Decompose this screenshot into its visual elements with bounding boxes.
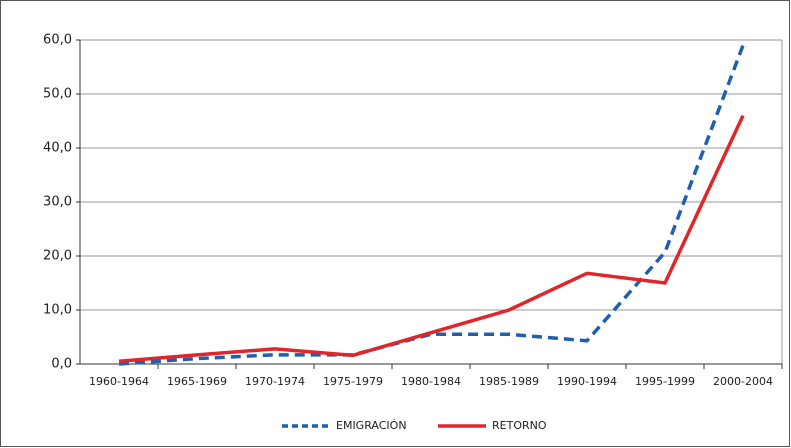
- series-line: [118, 44, 745, 366]
- y-tick-label: 60,0: [43, 33, 72, 48]
- series-line: [118, 114, 745, 364]
- x-tick-label: 1970-1974: [245, 375, 305, 388]
- legend-label: RETORNO: [492, 419, 547, 432]
- x-tick-label: 1965-1969: [167, 375, 227, 388]
- y-tick-label: 0,0: [51, 357, 72, 372]
- x-tick-label: 1960-1964: [89, 375, 149, 388]
- y-tick-label: 20,0: [43, 249, 72, 264]
- x-tick-label: 1975-1979: [323, 375, 383, 388]
- x-tick-label: 1990-1994: [557, 375, 617, 388]
- y-tick-label: 10,0: [43, 303, 72, 318]
- x-tick-label: 1985-1989: [479, 375, 539, 388]
- y-tick-label: 40,0: [43, 141, 72, 156]
- x-tick-label: 1995-1999: [635, 375, 695, 388]
- legend-label: EMIGRACIÓN: [336, 419, 407, 432]
- x-tick-label: 1980-1984: [401, 375, 461, 388]
- x-tick-label: 2000-2004: [713, 375, 773, 388]
- y-tick-label: 50,0: [43, 87, 72, 102]
- y-tick-label: 30,0: [43, 195, 72, 210]
